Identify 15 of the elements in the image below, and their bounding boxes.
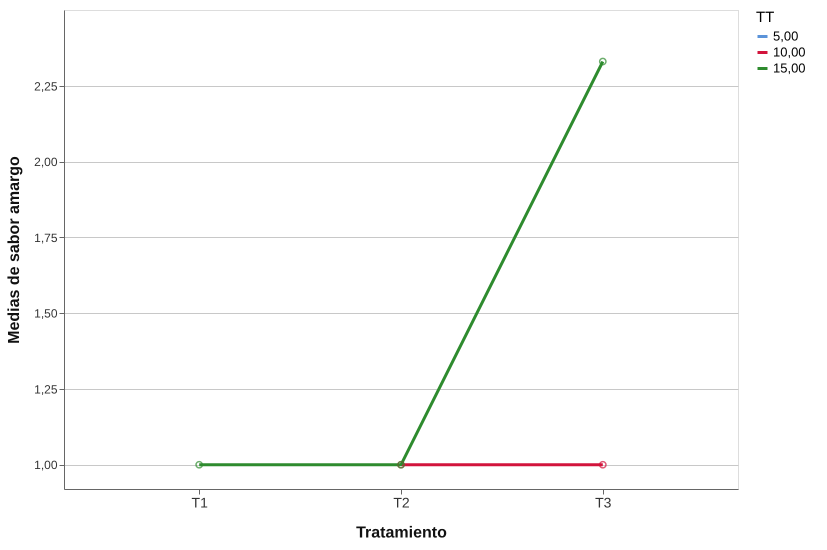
y-tick-label: 1,75 <box>34 230 58 245</box>
y-tick-label: 1,00 <box>34 458 58 472</box>
x-tick-label: T3 <box>595 494 612 510</box>
x-tick-label: T1 <box>192 494 208 510</box>
legend-title: TT <box>756 9 774 26</box>
legend-label: 10,00 <box>773 44 806 60</box>
y-tick-label: 2,25 <box>34 79 58 94</box>
y-tick-label: 1,25 <box>34 382 58 396</box>
y-tick-label: 1,50 <box>34 306 58 321</box>
x-axis-title: Tratamiento <box>356 524 448 542</box>
legend-label: 15,00 <box>773 60 806 76</box>
x-tick-label: T2 <box>393 494 410 510</box>
y-axis-title: Medias de sabor amargo <box>6 156 24 344</box>
y-tick-label: 2,00 <box>34 155 58 170</box>
legend-label: 5,00 <box>773 28 798 44</box>
